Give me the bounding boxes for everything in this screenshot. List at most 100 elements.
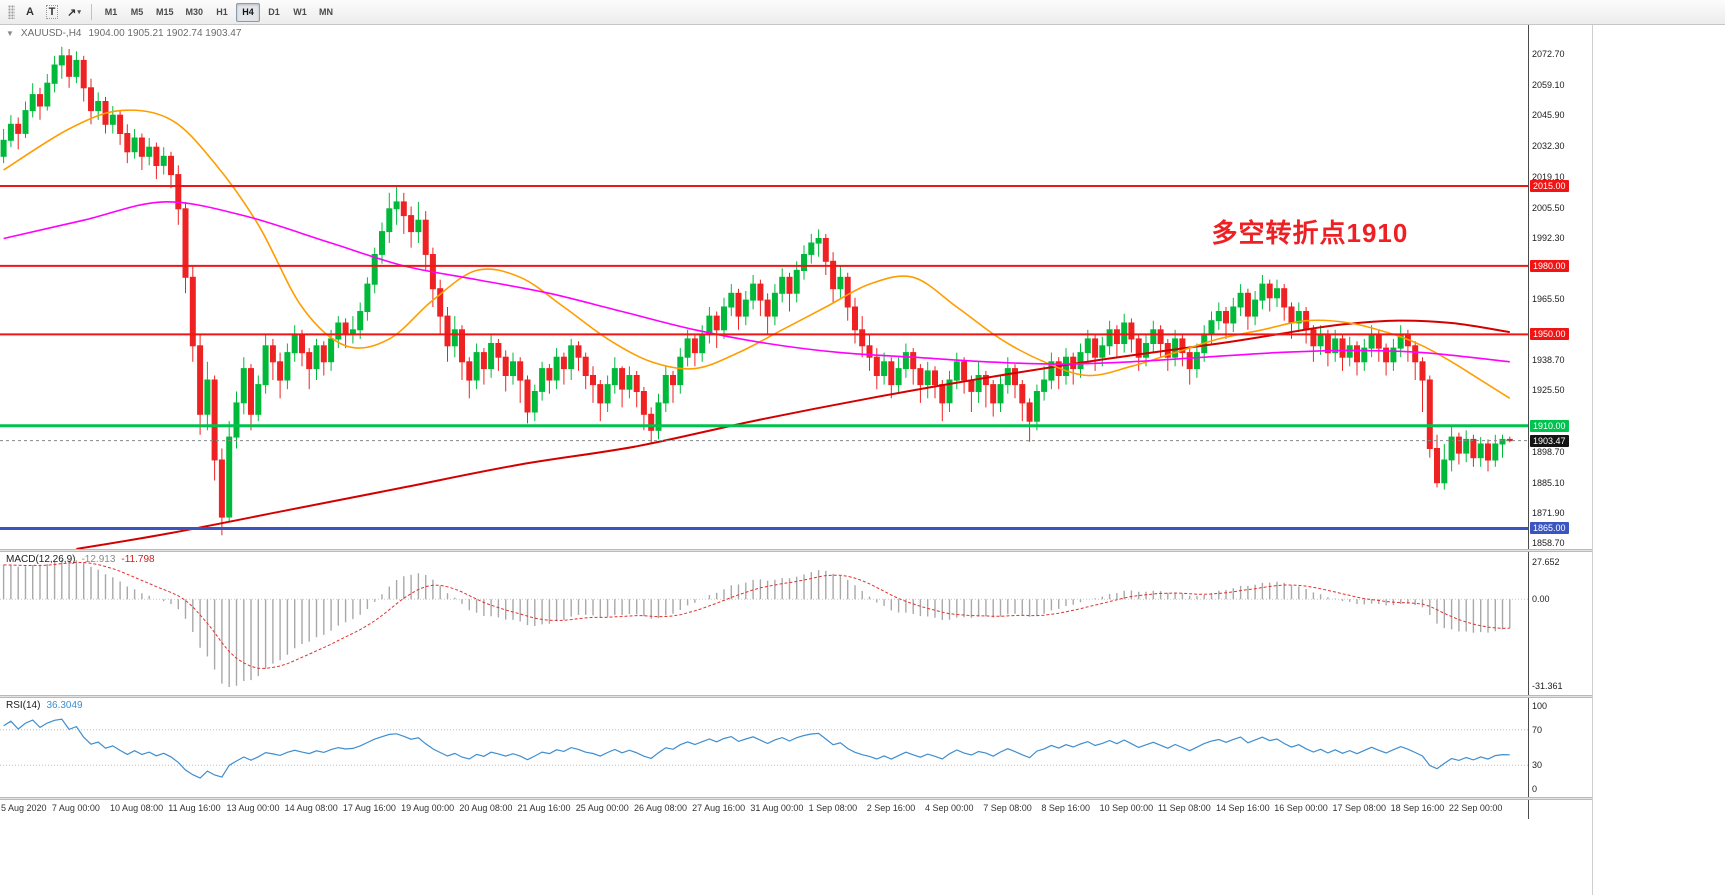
main-chart-area[interactable]: ▼ XAUUSD-,H4 1904.00 1905.21 1902.74 190… [0, 25, 1528, 549]
price-tick: 2005.50 [1532, 202, 1565, 213]
time-label: 18 Sep 16:00 [1390, 803, 1445, 813]
price-tick: 2019.10 [1532, 171, 1565, 182]
chart-window: ▼ XAUUSD-,H4 1904.00 1905.21 1902.74 190… [0, 25, 1593, 895]
time-label: 22 Sep 00:00 [1448, 803, 1503, 813]
bottom-empty-area [0, 819, 1592, 895]
time-label: 10 Aug 08:00 [110, 803, 164, 813]
macd-signal-line [3, 561, 1510, 669]
arrow-objects-tool-icon: ↗ [67, 6, 77, 19]
arrow-objects-tool-button[interactable]: ↗ ▾ [63, 2, 85, 22]
macd-axis-label: -31.361 [1532, 681, 1563, 691]
chevron-down-icon: ▾ [77, 9, 81, 16]
timeframe-button-m1[interactable]: M1 [99, 3, 123, 22]
rsi-axis-label: 100 [1532, 701, 1548, 711]
macd-signal-value: -11.798 [121, 554, 155, 565]
time-label: 8 Sep 16:00 [1041, 803, 1090, 813]
time-axis-row: 5 Aug 2020 7 Aug 00:00 10 Aug 08:00 11 Aug … [0, 800, 1592, 819]
text-label-tool-icon: T [45, 5, 59, 19]
timeframe-button-h1[interactable]: H1 [210, 3, 234, 22]
timeframe-button-h4[interactable]: H4 [236, 2, 261, 22]
macd-pane: MACD(12,26,9) -12.913 -11.798 27.652 0.00… [0, 552, 1592, 695]
macd-axis-label: 0.00 [1532, 594, 1550, 605]
macd-histogram [2, 560, 1511, 687]
one-click-trading-arrow-icon[interactable]: ▼ [6, 29, 14, 38]
timeframe-button-m15[interactable]: M15 [151, 3, 179, 22]
ma_orange-line [3, 109, 1511, 399]
time-label: 31 Aug 00:00 [750, 803, 804, 813]
timeframe-button-m30[interactable]: M30 [181, 3, 209, 22]
time-label: 2 Sep 16:00 [866, 803, 916, 813]
price-tick: 1938.70 [1532, 355, 1565, 366]
price-tick: 2072.70 [1532, 49, 1565, 60]
chart-workspace: ▼ XAUUSD-,H4 1904.00 1905.21 1902.74 190… [0, 25, 1725, 895]
ma_red-line [76, 319, 1510, 549]
price-tick: 2045.90 [1532, 110, 1565, 121]
price-axis[interactable]: 2072.70 2059.10 2045.90 2032.30 2019.10 2005.… [1528, 25, 1592, 549]
candlestick-chart [0, 46, 1528, 549]
level-price-label: 1910.00 [1530, 419, 1569, 432]
time-label: 13 Aug 00:00 [226, 803, 280, 813]
time-label: 19 Aug 00:00 [401, 803, 455, 813]
price-tick: 1992.30 [1532, 232, 1565, 243]
time-label: 14 Sep 16:00 [1216, 803, 1270, 813]
rsi-value: 36.3049 [46, 700, 83, 711]
macd-name: MACD(12,26,9) [6, 554, 76, 565]
level-price-label: 1865.00 [1530, 522, 1569, 535]
timeframe-buttons-group: M1 M5 M15 M30 H1 H4 D1 W1 MN [98, 2, 339, 22]
time-label: 26 Aug 08:00 [633, 803, 687, 813]
time-label: 11 Sep 08:00 [1157, 803, 1211, 813]
pane-splitter[interactable] [0, 549, 1592, 552]
rsi-axis-label: 30 [1532, 760, 1543, 771]
timeframe-button-m5[interactable]: M5 [125, 3, 149, 22]
time-label: 11 Aug 16:00 [168, 803, 221, 813]
text-annotation-tool-button[interactable]: A [19, 2, 41, 22]
rsi-chart [0, 718, 1528, 779]
toolbar-drag-handle-icon[interactable] [8, 5, 15, 19]
macd-axis-label: 27.652 [1532, 557, 1560, 567]
price-tick: 2059.10 [1532, 80, 1565, 91]
time-label: 20 Aug 08:00 [459, 803, 513, 813]
main-price-pane: ▼ XAUUSD-,H4 1904.00 1905.21 1902.74 190… [0, 25, 1592, 549]
price-tick: 1858.70 [1532, 537, 1565, 548]
time-label: 25 Aug 00:00 [575, 803, 629, 813]
toolbar: A T ↗ ▾ M1 M5 M15 M30 H1 H4 D1 W1 MN [0, 0, 1725, 25]
price-tick: 1925.50 [1532, 385, 1565, 396]
text-label-tool-button[interactable]: T [41, 2, 63, 22]
rsi-pane: RSI(14) 36.3049 100 70 30 0 [0, 698, 1592, 797]
time-label: 17 Sep 08:00 [1332, 803, 1387, 813]
pane-splitter[interactable] [0, 797, 1592, 800]
price-tick: 1965.50 [1532, 293, 1565, 304]
time-label: 17 Aug 16:00 [342, 803, 396, 813]
time-axis[interactable]: 5 Aug 2020 7 Aug 00:00 10 Aug 08:00 11 Aug … [0, 800, 1528, 819]
macd-axis[interactable]: 27.652 0.00 -31.361 [1528, 552, 1592, 695]
rsi-axis-label: 70 [1532, 724, 1543, 735]
symbol-period-label: XAUUSD-,H4 [20, 28, 82, 39]
toolbar-separator [91, 4, 92, 20]
pane-splitter[interactable] [0, 695, 1592, 698]
rsi-chart-area[interactable]: RSI(14) 36.3049 [0, 698, 1528, 797]
timeframe-button-mn[interactable]: MN [314, 3, 338, 22]
macd-main-value: -12.913 [81, 554, 116, 565]
price-tick: 1898.70 [1532, 446, 1565, 457]
level-price-label: 2015.00 [1530, 179, 1569, 192]
timeframe-button-d1[interactable]: D1 [262, 3, 286, 22]
chart-text-annotation: 多空转折点1910 [1211, 218, 1409, 249]
macd-chart [0, 560, 1528, 687]
timeframe-button-w1[interactable]: W1 [288, 3, 312, 22]
rsi-axis[interactable]: 100 70 30 0 [1528, 698, 1592, 797]
ohlc-values: 1904.00 1905.21 1902.74 1903.47 [88, 28, 242, 39]
text-annotation-tool-icon: A [26, 6, 34, 18]
time-label: 7 Aug 00:00 [51, 803, 100, 813]
time-label: 27 Aug 16:00 [692, 803, 746, 813]
macd-label: MACD(12,26,9) -12.913 -11.798 [6, 554, 155, 565]
macd-chart-area[interactable]: MACD(12,26,9) -12.913 -11.798 [0, 552, 1528, 695]
rsi-line [3, 718, 1510, 779]
time-label: 10 Sep 00:00 [1099, 803, 1154, 813]
current-price-label: 1903.47 [1530, 434, 1569, 447]
level-price-label: 1980.00 [1530, 259, 1569, 272]
level-price-label: 1950.00 [1530, 328, 1569, 341]
time-label: 14 Aug 08:00 [284, 803, 338, 813]
candles [0, 46, 1513, 536]
price-tick: 1885.10 [1532, 477, 1565, 488]
